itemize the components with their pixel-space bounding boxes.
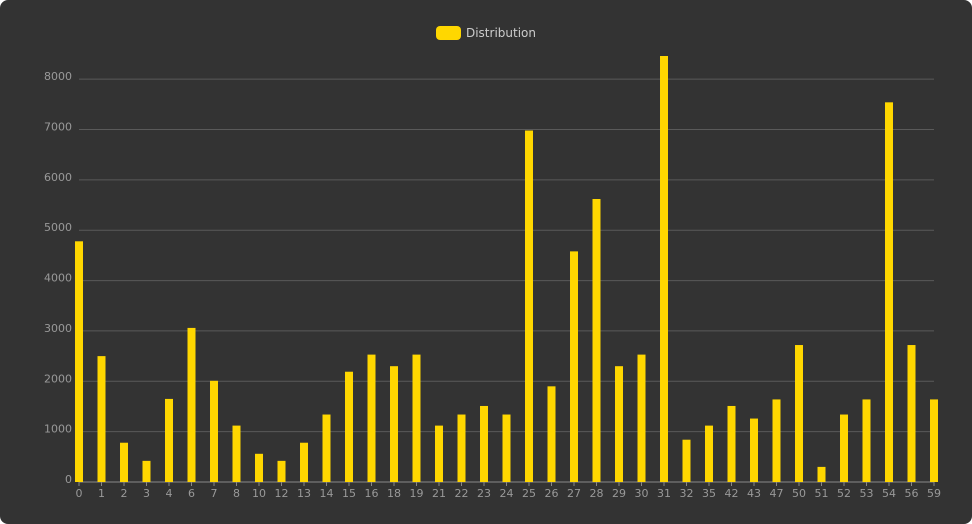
x-tick-label: 29 <box>612 487 626 500</box>
x-tick-label: 56 <box>905 487 919 500</box>
x-tick-label: 31 <box>657 487 671 500</box>
x-tick-label: 47 <box>770 487 784 500</box>
bar <box>705 425 713 482</box>
x-tick-label: 27 <box>567 487 581 500</box>
bar <box>457 414 466 482</box>
bar <box>502 414 511 482</box>
bar <box>615 366 623 482</box>
bar <box>592 199 601 483</box>
bar <box>300 442 308 482</box>
bar <box>547 386 556 482</box>
x-tick-label: 6 <box>188 487 195 500</box>
bar <box>885 102 893 483</box>
x-tick-label: 22 <box>455 487 469 500</box>
x-tick-label: 4 <box>166 487 173 500</box>
bar <box>97 356 106 482</box>
x-tick-label: 26 <box>545 487 559 500</box>
y-tick-label: 1000 <box>44 423 72 436</box>
x-tick-label: 13 <box>297 487 311 500</box>
x-tick-label: 43 <box>747 487 761 500</box>
x-tick-label: 10 <box>252 487 266 500</box>
bar <box>412 354 421 482</box>
bar <box>750 418 758 482</box>
bar <box>345 371 353 482</box>
bar <box>772 399 781 482</box>
x-tick-label: 25 <box>522 487 536 500</box>
x-tick-label: 59 <box>927 487 941 500</box>
legend[interactable]: Distribution <box>0 24 972 42</box>
bar <box>795 345 803 482</box>
bar <box>210 380 218 482</box>
x-tick-label: 19 <box>410 487 424 500</box>
x-tick-label: 21 <box>432 487 446 500</box>
bar <box>142 460 151 482</box>
x-tick-label: 54 <box>882 487 896 500</box>
bar <box>682 439 691 482</box>
x-tick-label: 30 <box>635 487 649 500</box>
x-tick-label: 15 <box>342 487 356 500</box>
x-tick-label: 16 <box>365 487 379 500</box>
bar <box>840 414 848 482</box>
x-tick-label: 35 <box>702 487 716 500</box>
bar <box>435 425 443 482</box>
y-tick-label: 2000 <box>44 372 72 385</box>
bar <box>480 405 488 482</box>
legend-swatch <box>435 26 461 40</box>
x-tick-label: 52 <box>837 487 851 500</box>
bar <box>367 354 376 482</box>
bar <box>187 327 196 482</box>
bar <box>232 425 241 482</box>
bar <box>255 453 263 482</box>
y-tick-label: 8000 <box>44 70 72 83</box>
y-tick-label: 7000 <box>44 121 72 134</box>
x-tick-label: 28 <box>590 487 604 500</box>
x-tick-label: 0 <box>76 487 83 500</box>
x-tick-label: 24 <box>500 487 514 500</box>
y-tick-label: 4000 <box>44 272 72 285</box>
x-tick-label: 3 <box>143 487 150 500</box>
y-tick-label: 0 <box>65 473 72 486</box>
bar <box>862 399 871 482</box>
x-tick-label: 8 <box>233 487 240 500</box>
y-tick-label: 6000 <box>44 171 72 184</box>
y-tick-label: 3000 <box>44 322 72 335</box>
legend-label: Distribution <box>465 26 536 40</box>
x-tick-label: 7 <box>211 487 218 500</box>
x-tick-label: 2 <box>121 487 128 500</box>
x-tick-label: 32 <box>680 487 694 500</box>
bar <box>907 345 916 482</box>
bar <box>120 442 128 482</box>
x-tick-label: 14 <box>320 487 334 500</box>
bar <box>277 460 286 482</box>
x-tick-label: 53 <box>860 487 874 500</box>
bar <box>637 354 646 482</box>
bar <box>322 414 331 482</box>
x-tick-label: 42 <box>725 487 739 500</box>
bar <box>165 398 173 482</box>
x-tick-label: 1 <box>98 487 105 500</box>
bar <box>930 399 938 482</box>
bar <box>75 241 83 482</box>
bar <box>727 405 736 482</box>
x-tick-label: 18 <box>387 487 401 500</box>
x-tick-label: 23 <box>477 487 491 500</box>
bar <box>525 130 533 482</box>
x-tick-label: 51 <box>815 487 829 500</box>
bar <box>570 251 578 482</box>
x-tick-label: 12 <box>275 487 289 500</box>
x-tick-label: 50 <box>792 487 806 500</box>
bar <box>390 366 398 482</box>
bar <box>660 56 668 482</box>
bar <box>817 466 826 482</box>
y-tick-label: 5000 <box>44 221 72 234</box>
